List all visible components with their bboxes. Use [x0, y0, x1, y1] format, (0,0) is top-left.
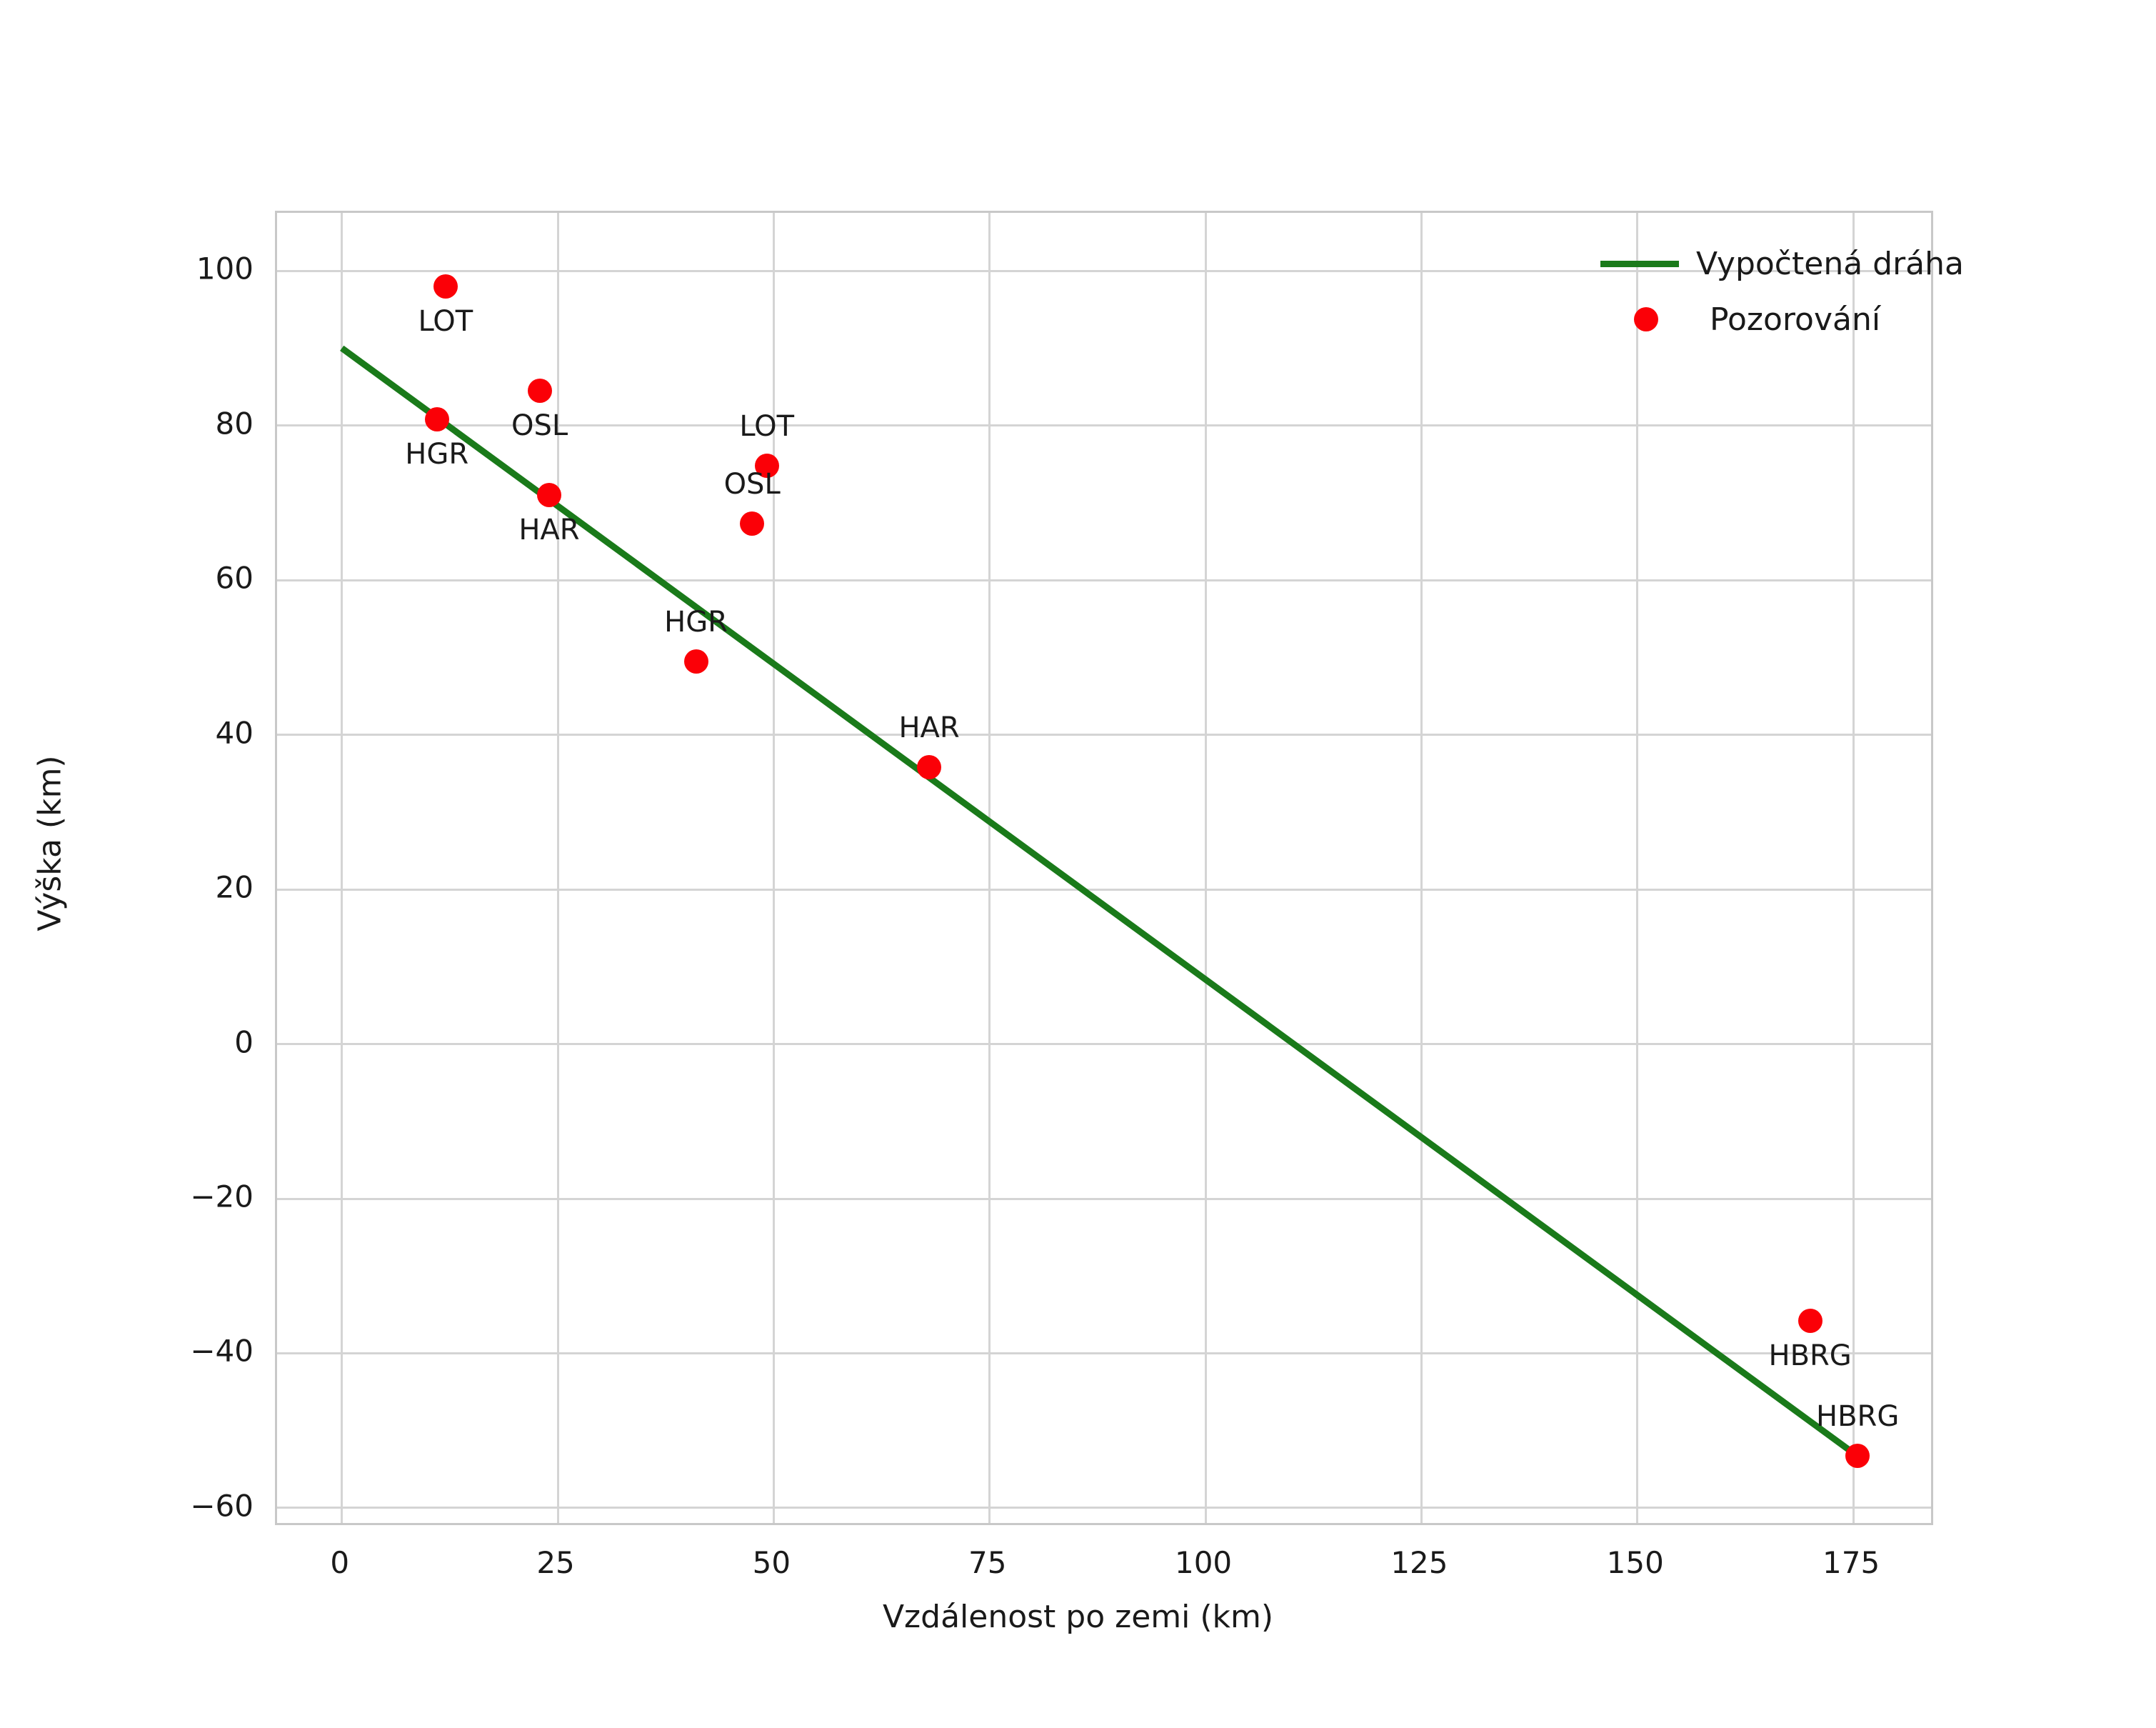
gridline-vertical [1204, 213, 1207, 1523]
data-point-label: HAR [898, 711, 960, 745]
y-axis-title: Výška (km) [31, 755, 69, 932]
legend-label-trajectory: Vypočtená dráha [1696, 245, 1964, 282]
data-layer: LOT HGR OSL HAR LOT OSL HGR HAR HBRG HBRG [277, 213, 1931, 1523]
data-point [917, 755, 942, 780]
trajectory-line [340, 345, 1860, 1459]
x-tick-label: 150 [1606, 1545, 1664, 1580]
data-point [424, 406, 449, 431]
y-tick-label: 100 [196, 251, 254, 286]
data-point-label: LOT [418, 304, 473, 338]
gridline-horizontal [277, 1197, 1931, 1200]
data-point-label: HGR [664, 605, 728, 639]
y-tick-label: 0 [234, 1024, 254, 1060]
y-tick-label: 40 [215, 715, 254, 751]
legend-dot-swatch [1593, 307, 1700, 331]
x-tick-label: 0 [330, 1545, 350, 1580]
gridline-vertical [988, 213, 991, 1523]
data-point [527, 378, 552, 403]
data-point-label: HBRG [1768, 1339, 1852, 1372]
gridline-vertical [1852, 213, 1855, 1523]
data-point [683, 649, 708, 674]
data-point-label: OSL [723, 468, 781, 501]
gridline-vertical [1636, 213, 1639, 1523]
gridline-vertical [772, 213, 775, 1523]
legend: Vypočtená dráha Pozorování [1593, 236, 1964, 347]
data-point [433, 274, 458, 299]
gridline-vertical [556, 213, 559, 1523]
y-tick-label: 80 [215, 406, 254, 441]
gridline-horizontal [277, 734, 1931, 736]
y-tick-label: 60 [215, 560, 254, 596]
gridline-horizontal [277, 424, 1931, 427]
x-axis-title: Vzdálenost po zemi (km) [882, 1599, 1274, 1635]
x-tick-label: 125 [1390, 1545, 1448, 1580]
data-point [754, 453, 779, 478]
y-tick-label: −20 [190, 1179, 254, 1214]
gridline-vertical [1420, 213, 1423, 1523]
gridline-horizontal [277, 1507, 1931, 1509]
legend-item-trajectory: Vypočtená dráha [1593, 236, 1964, 291]
gridline-vertical [341, 213, 344, 1523]
x-tick-label: 25 [536, 1545, 575, 1580]
data-point [1845, 1444, 1870, 1469]
gridline-horizontal [277, 888, 1931, 891]
y-tick-label: −40 [190, 1333, 254, 1369]
gridline-horizontal [277, 269, 1931, 272]
y-tick-label: −60 [190, 1488, 254, 1524]
data-point-label: HBRG [1816, 1400, 1900, 1434]
legend-line-swatch [1593, 260, 1686, 267]
data-point-label: HAR [518, 514, 580, 547]
gridline-horizontal [277, 1043, 1931, 1046]
x-tick-label: 50 [752, 1545, 791, 1580]
legend-item-observations: Pozorování [1593, 291, 1964, 347]
data-point-label: LOT [739, 409, 795, 443]
data-point-label: HGR [405, 437, 469, 471]
data-point [740, 511, 765, 536]
trajectory-polyline [340, 345, 1860, 1459]
gridline-horizontal [277, 579, 1931, 581]
gridline-horizontal [277, 1352, 1931, 1354]
x-tick-label: 100 [1174, 1545, 1233, 1580]
legend-label-observations: Pozorování [1710, 301, 1881, 338]
data-point [1797, 1309, 1822, 1333]
data-point-label: OSL [511, 409, 568, 442]
x-tick-label: 75 [968, 1545, 1007, 1580]
data-point [536, 483, 561, 508]
y-tick-label: 20 [215, 869, 254, 905]
x-tick-label: 175 [1822, 1545, 1880, 1580]
plot-area: LOT HGR OSL HAR LOT OSL HGR HAR HBRG HBRG [275, 211, 1933, 1525]
